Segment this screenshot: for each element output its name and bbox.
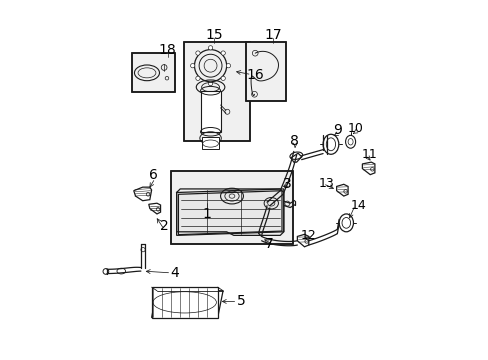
Polygon shape (176, 189, 283, 235)
Text: 17: 17 (264, 28, 281, 42)
Circle shape (221, 51, 225, 55)
Text: 3: 3 (283, 176, 291, 190)
Text: 7: 7 (264, 237, 273, 251)
Circle shape (208, 46, 212, 50)
Polygon shape (134, 187, 151, 201)
Circle shape (226, 64, 230, 68)
Polygon shape (362, 162, 374, 175)
Bar (201, 137, 219, 149)
Polygon shape (290, 153, 301, 162)
Circle shape (208, 81, 212, 86)
Polygon shape (297, 234, 308, 247)
Circle shape (221, 76, 225, 81)
Text: 10: 10 (346, 122, 363, 135)
Circle shape (190, 64, 194, 68)
Text: 1: 1 (202, 207, 211, 221)
Text: 9: 9 (332, 123, 341, 137)
Polygon shape (178, 191, 282, 235)
Bar (171, 171, 292, 244)
Polygon shape (336, 184, 347, 196)
Text: 15: 15 (205, 28, 223, 42)
Bar (246, 42, 285, 102)
Text: 8: 8 (289, 134, 298, 148)
Bar (183, 42, 249, 141)
Bar (132, 53, 175, 93)
Circle shape (195, 51, 200, 55)
Bar (246, 42, 285, 102)
Polygon shape (151, 287, 217, 318)
Bar (132, 53, 175, 93)
Text: 13: 13 (318, 177, 334, 190)
Bar (171, 171, 292, 244)
Circle shape (103, 269, 108, 274)
Text: 4: 4 (170, 266, 179, 280)
Text: 12: 12 (300, 229, 316, 242)
Text: 6: 6 (149, 168, 158, 182)
Text: 16: 16 (246, 68, 264, 82)
Text: 18: 18 (159, 42, 176, 57)
Text: 14: 14 (350, 198, 366, 212)
Bar (183, 42, 249, 141)
Bar (201, 91, 220, 132)
Polygon shape (151, 291, 223, 318)
Text: 11: 11 (361, 148, 377, 162)
Text: 2: 2 (160, 220, 168, 233)
Circle shape (195, 76, 200, 81)
Text: 5: 5 (236, 294, 245, 309)
Polygon shape (148, 203, 160, 214)
